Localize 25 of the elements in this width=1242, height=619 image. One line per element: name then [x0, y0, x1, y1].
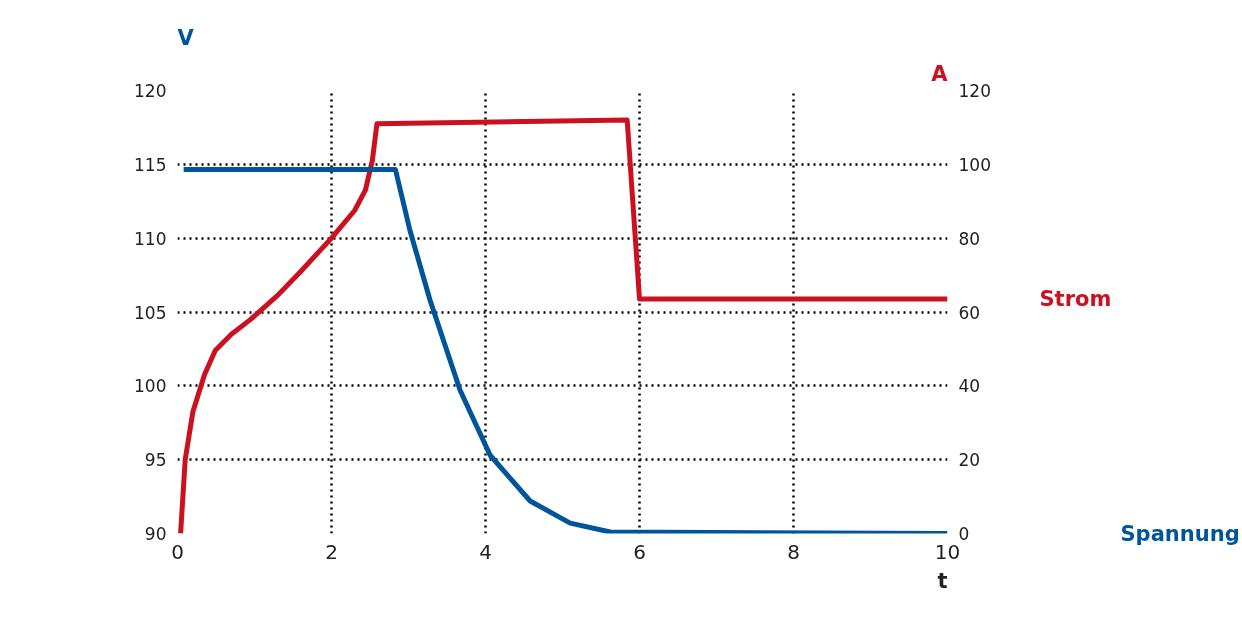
x-tick-label: 0 — [171, 539, 184, 564]
y2-tick-label: 100 — [958, 154, 991, 175]
x-tick-label: 4 — [479, 539, 492, 564]
y2-tick-label: 0 — [958, 524, 970, 544]
x-axis-title: t — [937, 568, 948, 593]
y-tick-label: 90 — [144, 524, 167, 544]
text: Strom — [1039, 287, 1112, 312]
x-tick-label: 2 — [325, 539, 338, 564]
x-tick-label: 8 — [787, 539, 800, 564]
x-tick-label: 10 — [934, 539, 961, 564]
y2-axis-title: A — [931, 61, 949, 86]
y2-tick-label: 120 — [958, 81, 991, 101]
y2-tick-label: 20 — [958, 450, 981, 471]
text: Spannung — [1120, 521, 1240, 546]
y2-tick-label: 80 — [958, 228, 981, 249]
y-tick-label: 95 — [144, 450, 167, 471]
y2-tick-label: 60 — [958, 302, 981, 323]
y-tick-label: 105 — [134, 302, 167, 323]
y-tick-label: 115 — [134, 154, 167, 175]
y-tick-label: 120 — [134, 81, 167, 101]
y-tick-label: 110 — [134, 228, 167, 249]
y-axis-title: V — [177, 25, 195, 50]
y-tick-label: 100 — [134, 376, 167, 397]
y2-tick-label: 40 — [958, 376, 981, 397]
x-tick-label: 6 — [633, 539, 646, 564]
